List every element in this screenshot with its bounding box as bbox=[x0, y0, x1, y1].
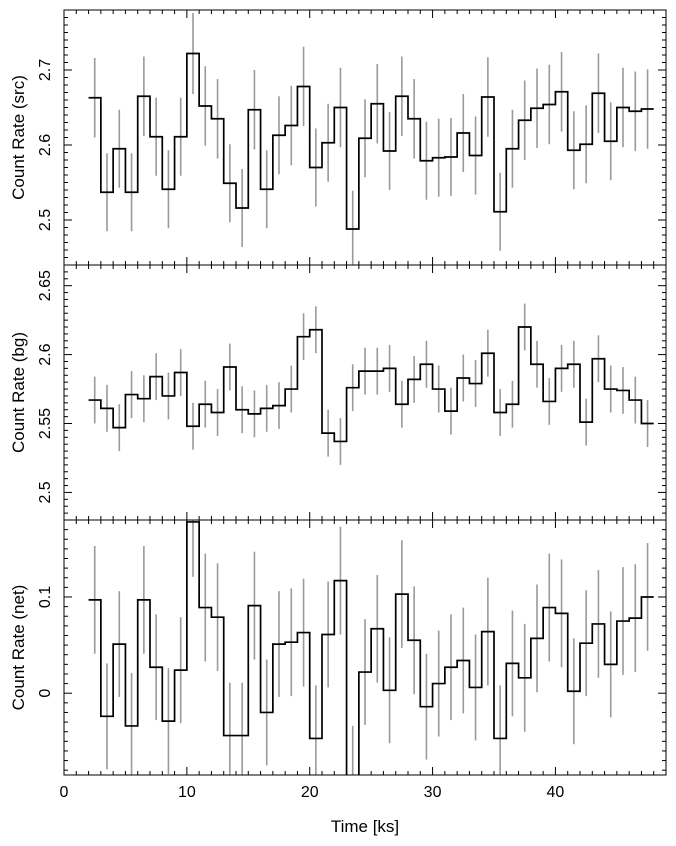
src-plot-area bbox=[88, 13, 654, 265]
src-y-tick-label: 2.5 bbox=[37, 209, 54, 231]
src-y-tick-label: 2.7 bbox=[37, 59, 54, 81]
net-step-line bbox=[88, 521, 654, 775]
net-y-tick-label: 0 bbox=[37, 689, 54, 698]
src-step-line bbox=[88, 52, 654, 230]
src-ylabel: Count Rate (src) bbox=[9, 75, 28, 200]
x-tick-label: 10 bbox=[178, 784, 196, 801]
bg-ylabel: Count Rate (bg) bbox=[9, 332, 28, 453]
x-tick-label: 40 bbox=[547, 784, 565, 801]
bg-y-tick-label: 2.5 bbox=[37, 481, 54, 503]
bg-step-line bbox=[88, 326, 654, 443]
net-plot-area bbox=[88, 520, 654, 775]
src-y-tick-label: 2.6 bbox=[37, 134, 54, 156]
net-frame bbox=[63, 519, 667, 776]
net-panel: Count Rate (net) 0 0.1 0 10 20 30 40 bbox=[9, 519, 667, 801]
x-axis-label: Time [ks] bbox=[331, 817, 399, 836]
bg-y-tick-label: 2.55 bbox=[37, 408, 54, 439]
bg-plot-area bbox=[88, 303, 654, 465]
x-tick-label: 20 bbox=[301, 784, 319, 801]
net-y-tick-label: 0.1 bbox=[37, 586, 54, 608]
bg-panel: Count Rate (bg) 2.5 2.55 2.6 2.65 bbox=[9, 264, 667, 521]
bg-y-tick-label: 2.65 bbox=[37, 270, 54, 301]
net-ylabel: Count Rate (net) bbox=[9, 585, 28, 711]
src-panel: Count Rate (src) 2.5 2.6 2.7 bbox=[9, 9, 667, 266]
x-tick-label: 0 bbox=[60, 784, 69, 801]
x-tick-label: 30 bbox=[424, 784, 442, 801]
bg-y-tick-label: 2.6 bbox=[37, 343, 54, 365]
